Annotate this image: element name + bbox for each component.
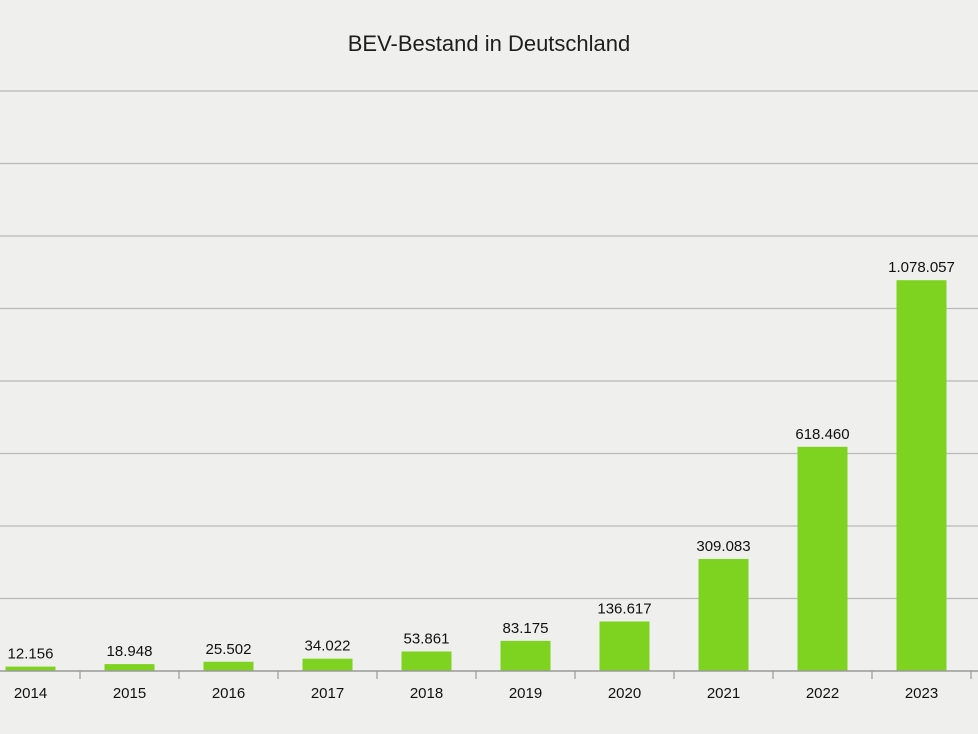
data-label: 83.175 (503, 620, 549, 637)
data-label: 53.861 (404, 630, 450, 647)
bar (500, 640, 551, 671)
x-tick-label: 2018 (410, 685, 443, 702)
x-tick-label: 2022 (806, 685, 839, 702)
x-tick-label: 2016 (212, 685, 245, 702)
x-tick-label: 2017 (311, 685, 344, 702)
data-label: 309.083 (696, 538, 750, 555)
bar (104, 664, 155, 671)
x-tick-label: 2021 (707, 685, 740, 702)
bar (302, 658, 353, 671)
data-label: 136.617 (597, 600, 651, 617)
chart-title: BEV-Bestand in Deutschland (348, 31, 631, 56)
bar (203, 661, 254, 671)
x-axis: 2014 2015 2016 2017 2018 2019 2020 2021 2022 2023 (0, 670, 978, 702)
data-label: 618.460 (795, 426, 849, 443)
data-label: 34.022 (305, 638, 351, 655)
bar (599, 621, 650, 671)
x-tick-label: 2020 (608, 685, 641, 702)
x-tick-label: 2014 (14, 685, 47, 702)
bar (5, 666, 56, 671)
x-tick-label: 2015 (113, 685, 146, 702)
value-labels: 12.156 18.948 25.502 34.022 53.861 83.175 136.… (8, 259, 955, 662)
data-label: 1.078.057 (888, 259, 955, 276)
data-label: 25.502 (206, 641, 252, 658)
x-tick-label: 2023 (905, 685, 938, 702)
bar (401, 651, 452, 671)
grid-lines (0, 90, 978, 600)
bars (5, 280, 947, 671)
data-label: 18.948 (107, 643, 153, 660)
bar (797, 446, 848, 671)
data-label: 12.156 (8, 646, 54, 663)
bar (698, 558, 749, 671)
bar (896, 280, 947, 671)
x-tick-label: 2019 (509, 685, 542, 702)
